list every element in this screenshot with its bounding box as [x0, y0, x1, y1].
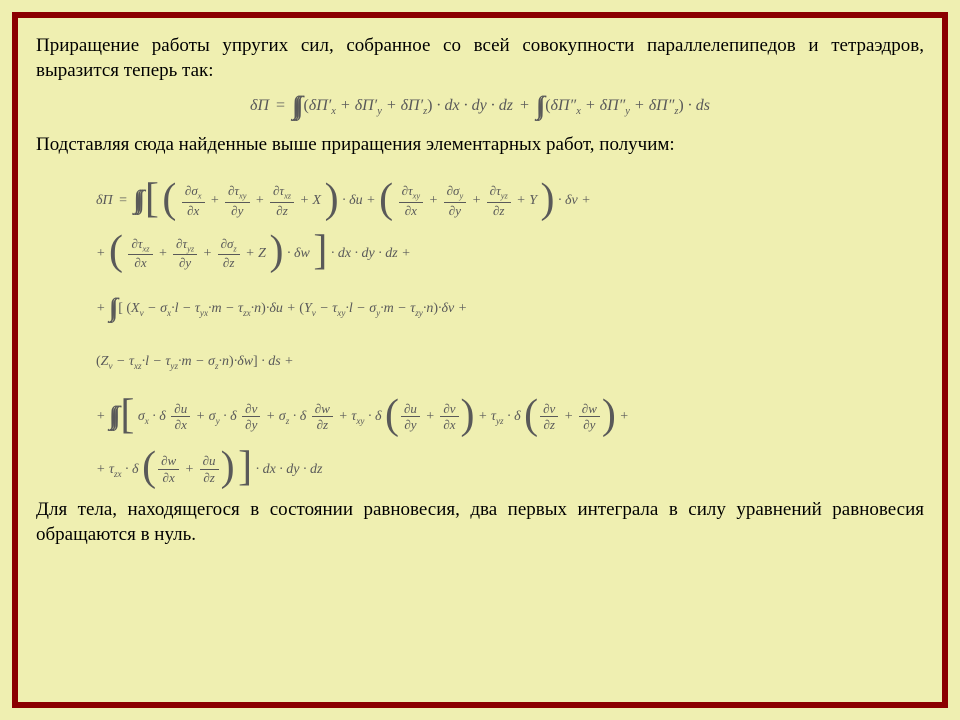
paragraph-2: Подставляя сюда найденные выше приращени…	[36, 133, 924, 158]
slide-border: Приращение работы упругих сил, собранное…	[12, 12, 948, 708]
paragraph-3: Для тела, находящегося в состоянии равно…	[36, 498, 924, 547]
paragraph-1: Приращение работы упругих сил, собранное…	[36, 34, 924, 83]
equation-2: δΠ = ∫∫∫[ ( ∂σx∂x + ∂τxy∂y + ∂τxz∂z + X …	[96, 166, 924, 488]
equation-1: δΠ = ∫∫∫(δΠ′x + δΠ′y + δΠ′z) · dx · dy ·…	[36, 91, 924, 121]
slide-outer: Приращение работы упругих сил, собранное…	[0, 0, 960, 720]
